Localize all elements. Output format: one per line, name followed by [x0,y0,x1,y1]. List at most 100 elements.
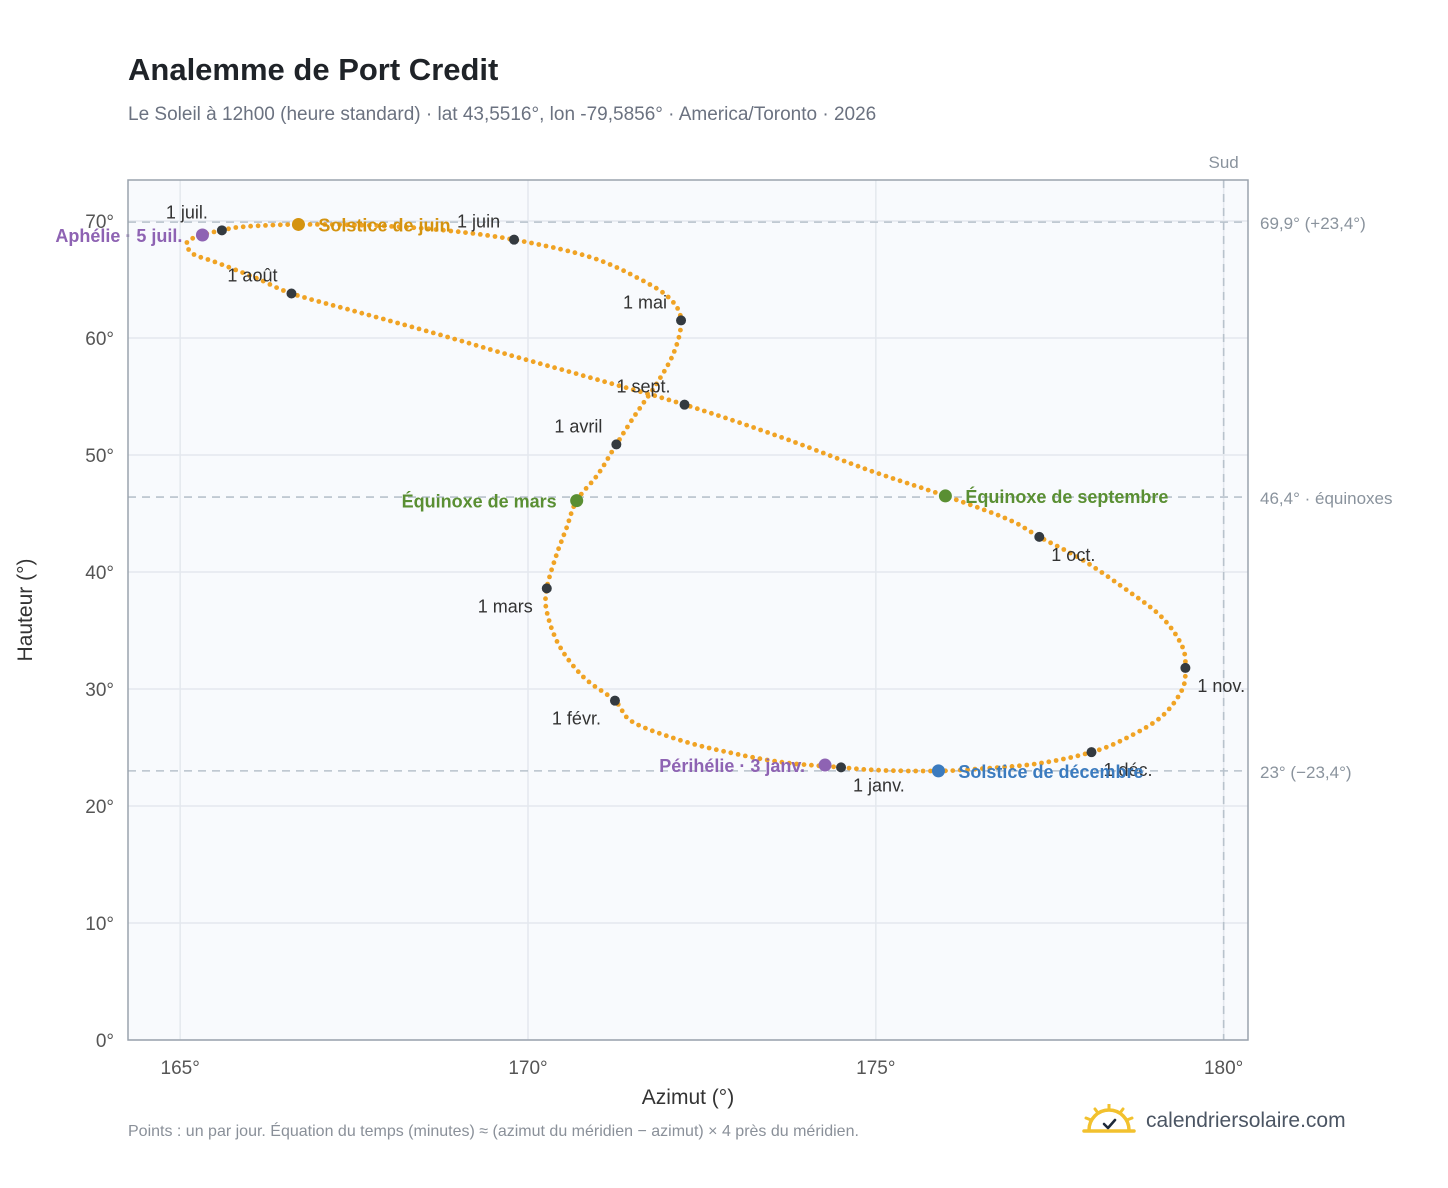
y-tick-label: 20° [85,797,114,818]
daily-sun-point [573,371,579,376]
daily-sun-point [630,387,636,393]
daily-sun-point [1074,554,1080,559]
daily-sun-point [750,754,755,760]
daily-sun-point [559,367,565,372]
daily-sun-point [721,748,726,754]
daily-sun-point [1161,711,1167,717]
daily-sun-point [862,466,868,472]
daily-sun-point [663,733,669,739]
month-label: 1 mai [623,292,667,312]
daily-sun-point [1002,515,1008,521]
daily-sun-point [764,757,770,763]
daily-sun-point [709,410,714,416]
daily-sun-point [868,767,874,773]
brand-logo[interactable]: calendriersolaire.com [1082,1104,1346,1138]
y-tick-label: 40° [85,563,114,584]
daily-sun-point [980,766,985,771]
daily-sun-point [492,234,498,239]
daily-sun-point [972,766,978,772]
daily-sun-point [994,765,1000,770]
daily-sun-point [898,768,904,774]
daily-sun-point [502,351,507,356]
daily-sun-point [950,768,956,773]
daily-sun-point [1171,700,1177,706]
daily-sun-point [255,223,261,229]
month-label: 1 avril [554,416,602,436]
daily-sun-point [337,222,343,228]
daily-sun-point [932,490,938,495]
daily-sun-point [430,330,436,336]
daily-sun-point [380,316,386,322]
daily-sun-point [807,445,812,451]
y-axis-label: Hauteur (°) [14,559,37,662]
daily-sun-point [205,257,211,262]
daily-sun-point [536,242,542,247]
daily-sun-point [794,761,799,767]
month-point [1086,747,1097,758]
daily-sun-point [598,688,604,693]
daily-sun-point [1075,753,1081,759]
daily-sun-point [1093,566,1099,571]
daily-sun-point [561,532,567,538]
event-label: Périhélie · 3 janv. [659,756,805,776]
daily-sun-point [543,596,548,602]
daily-sun-point [579,252,585,258]
daily-sun-point [572,250,578,256]
daily-sun-point [1031,761,1037,767]
daily-sun-point [676,334,682,340]
daily-sun-point [671,300,676,305]
daily-sun-point [869,468,875,474]
daily-sun-point [848,461,854,466]
daily-sun-point [1068,755,1074,760]
daily-sun-point [831,764,836,770]
event-markers: Aphélie · 5 juil. Solstice de juin Équinox… [55,215,1168,781]
footnote: Points : un par jour. Équation du temps … [128,1123,859,1140]
daily-sun-point [846,765,852,771]
daily-sun-point [566,657,572,663]
daily-sun-point [418,225,424,231]
daily-sun-point [411,225,417,231]
daily-sun-point [212,259,218,265]
daily-sun-point [580,373,586,379]
daily-sun-point [423,328,429,334]
daily-sun-point [649,728,655,734]
daily-sun-point [198,254,204,260]
daily-sun-point [1024,762,1030,768]
daily-sun-point [330,303,336,308]
daily-sun-point [416,326,422,332]
daily-sun-point [883,473,889,479]
daily-sun-point [641,278,646,284]
month-point [676,315,687,326]
daily-sun-point [671,349,677,354]
daily-sun-point [571,663,576,669]
daily-sun-point [233,225,239,230]
month-point [836,762,847,773]
daily-sun-point [545,363,550,369]
month-point [679,399,690,410]
daily-sun-point [452,336,458,342]
daily-sun-point [248,223,254,229]
daily-sun-point [855,463,861,469]
event-label: Équinoxe de septembre [965,486,1168,507]
month-label: 1 déc. [1103,760,1152,780]
daily-sun-point [652,393,658,399]
daily-sun-point [800,442,805,448]
daily-sun-point [426,226,431,232]
event-point [291,217,305,231]
daily-sun-point [323,301,329,306]
daily-sun-point [1009,764,1015,769]
daily-sun-point [1103,744,1109,750]
daily-sun-point [772,432,777,438]
daily-sun-point [793,440,798,445]
daily-sun-point [713,747,719,753]
daily-sun-point [987,765,993,771]
month-label: 1 sept. [616,377,670,397]
daily-sun-point [953,497,959,503]
daily-sun-point [485,233,490,238]
daily-sun-point [1016,521,1021,527]
daily-sun-point [772,758,777,764]
daily-sun-point [673,399,679,405]
daily-sun-point [543,603,549,609]
daily-sun-point [609,449,615,455]
daily-sun-point [876,767,881,773]
